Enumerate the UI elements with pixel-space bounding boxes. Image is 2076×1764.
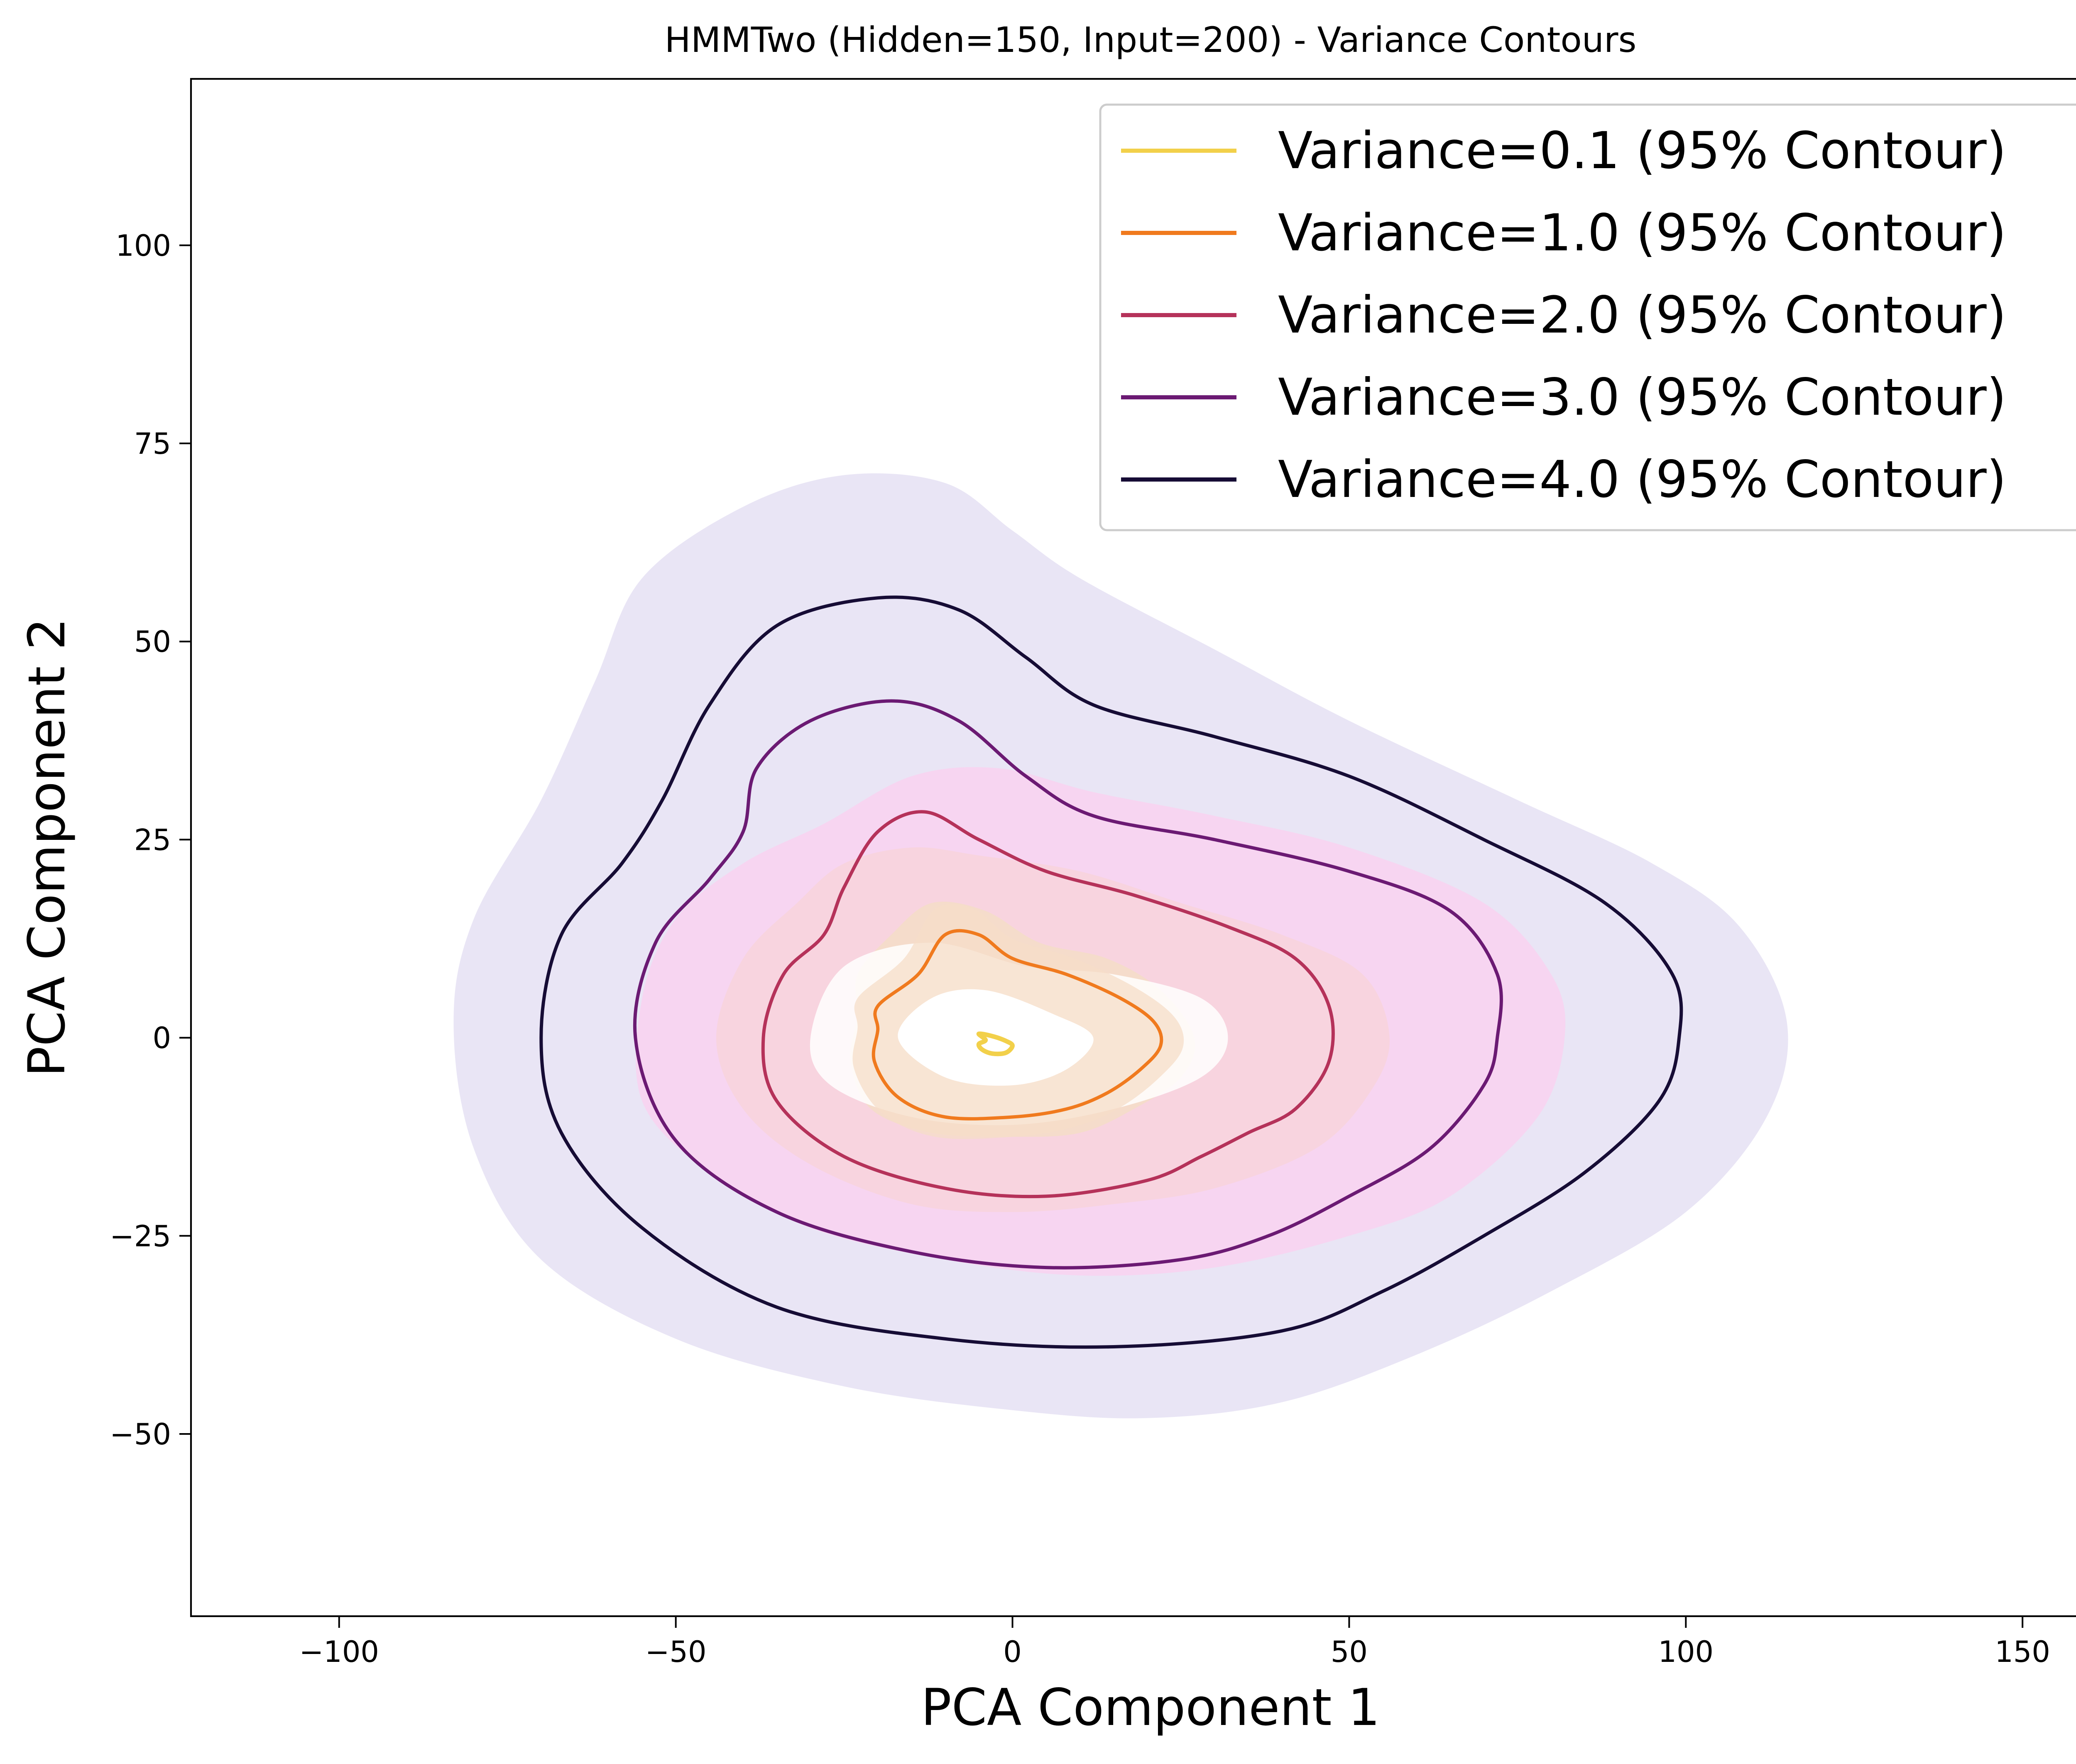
- x-axis-label: PCA Component 1: [921, 1678, 1380, 1737]
- y-axis-ticks: −50 −25 0 25 50 75 100: [110, 229, 191, 1451]
- legend: Variance=0.1 (95% Contour) Variance=1.0 (…: [1099, 103, 2076, 531]
- contour-line-2: [761, 810, 1335, 1199]
- x-tick-label: −50: [645, 1635, 707, 1669]
- legend-label: Variance=1.0 (95% Contour): [1278, 203, 2006, 262]
- x-tick-label: 50: [1331, 1635, 1368, 1669]
- plot-frame: [190, 78, 2076, 1617]
- y-tick-label: 25: [134, 823, 171, 857]
- x-tick-label: 100: [1658, 1635, 1714, 1669]
- y-axis-label: PCA Component 2: [17, 618, 76, 1077]
- x-tick-label: −100: [299, 1635, 379, 1669]
- x-tick-label: 150: [1995, 1635, 2050, 1669]
- legend-label: Variance=4.0 (95% Contour): [1278, 450, 2006, 509]
- legend-label: Variance=3.0 (95% Contour): [1278, 368, 2006, 427]
- contour-line-4: [539, 595, 1683, 1349]
- contour-lines: [539, 595, 1683, 1349]
- legend-label: Variance=2.0 (95% Contour): [1278, 286, 2006, 345]
- legend-box: [1099, 103, 2076, 531]
- x-axis-ticks: −100 −50 0 50 100 150: [299, 1616, 2050, 1669]
- contour-line-1: [872, 929, 1163, 1121]
- y-tick-label: 50: [134, 625, 171, 659]
- legend-entries: Variance=0.1 (95% Contour) Variance=1.0 (…: [1121, 121, 2006, 509]
- y-tick-label: 75: [134, 427, 171, 461]
- contour-line-0: [976, 1031, 1015, 1057]
- chart-title: HMMTwo (Hidden=150, Input=200) - Varianc…: [665, 20, 1637, 60]
- y-tick-label: 0: [152, 1021, 171, 1055]
- x-tick-label: 0: [1003, 1635, 1022, 1669]
- density-fills: [453, 473, 1788, 1419]
- legend-label: Variance=0.1 (95% Contour): [1278, 121, 2006, 180]
- y-tick-label: −50: [110, 1417, 171, 1451]
- contour-line-3: [633, 699, 1503, 1270]
- y-tick-label: 100: [115, 229, 171, 263]
- y-tick-label: −25: [110, 1219, 171, 1253]
